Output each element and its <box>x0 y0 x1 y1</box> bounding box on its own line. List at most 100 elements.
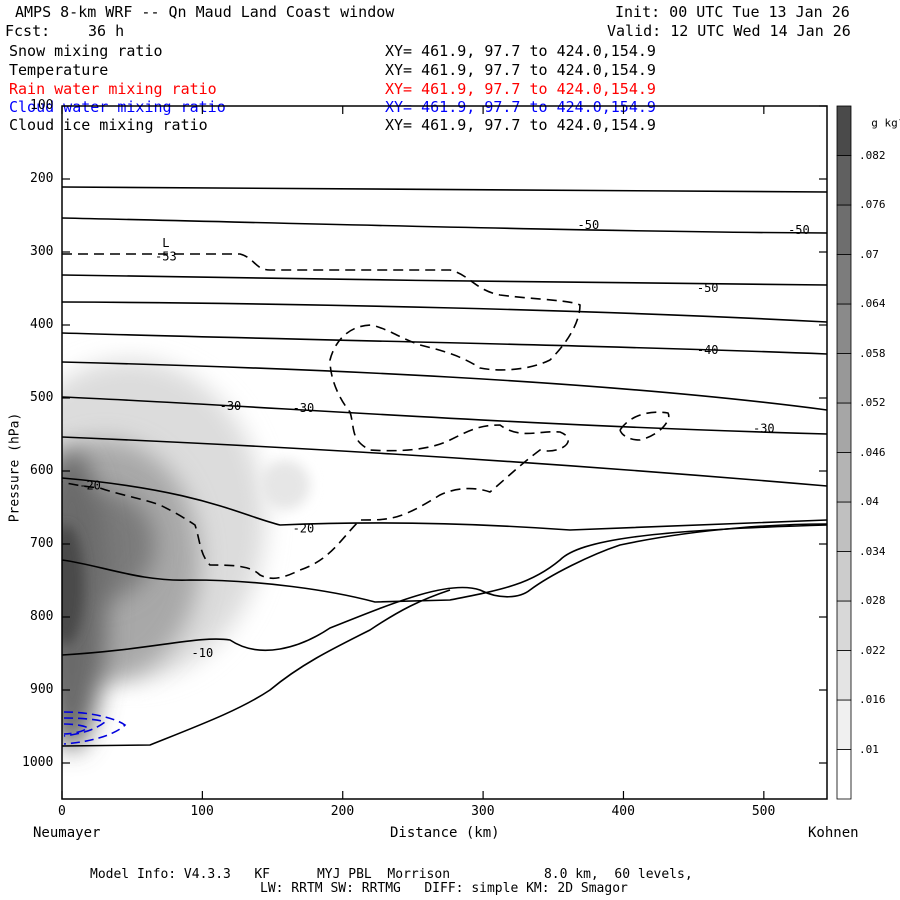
x-tick-label: 400 <box>611 804 635 819</box>
contour-label: -20 <box>79 479 101 493</box>
water-contour-1 <box>63 711 127 745</box>
colorbar-segment <box>836 353 852 404</box>
field-name-cloud-water: Cloud water mixing ratio <box>9 98 226 116</box>
contour-label: -30 <box>293 401 315 415</box>
colorbar-unit-exponent: -1 <box>898 115 900 124</box>
field-range-cloud-ice: XY= 461.9, 97.7 to 424.0,154.9 <box>385 116 656 134</box>
field-name-snow: Snow mixing ratio <box>9 42 163 60</box>
colorbar-tick-label: .01 <box>859 742 879 756</box>
colorbar-segment <box>836 699 852 750</box>
field-name-cloud-ice: Cloud ice mixing ratio <box>9 116 208 134</box>
field-name-rain: Rain water mixing ratio <box>9 80 217 98</box>
contour-label: -20 <box>293 522 315 536</box>
contour-label: -30 <box>753 422 775 436</box>
x-axis-title: Distance (km) <box>390 825 500 841</box>
colorbar-segment <box>836 600 852 651</box>
x-tick-label: 500 <box>751 804 776 819</box>
colorbar-segment <box>836 402 852 453</box>
y-tick-label: 500 <box>30 390 54 405</box>
y-tick-label: 300 <box>30 244 54 259</box>
colorbar-segment <box>836 501 852 552</box>
contour-labels: -50 -50 -50 -40 -30 -30 -30 -20 -20 -10 L-53 <box>79 218 810 660</box>
colorbar-tick-label: .046 <box>859 445 886 459</box>
contour-label: -30 <box>220 399 242 413</box>
field-range-temperature: XY= 461.9, 97.7 to 424.0,154.9 <box>385 61 656 79</box>
temp-line-9 <box>62 477 827 531</box>
colorbar-tick-label: .082 <box>859 148 886 162</box>
field-name-temperature: Temperature <box>9 61 109 79</box>
colorbar-segment <box>836 749 852 800</box>
x-right-station-label: Kohnen <box>808 825 859 841</box>
colorbar-tick-label: .034 <box>859 544 886 558</box>
colorbar-segment <box>836 204 852 255</box>
colorbar-tick-label: .022 <box>859 643 886 657</box>
colorbar-segment <box>836 303 852 354</box>
x-tick-label: 0 <box>58 804 66 819</box>
colorbar-tick-label: .076 <box>859 198 886 211</box>
colorbar-segment <box>836 105 852 156</box>
colorbar <box>836 105 852 800</box>
forecast-value: 36 h <box>88 22 125 40</box>
field-range-rain: XY= 461.9, 97.7 to 424.0,154.9 <box>385 80 656 98</box>
contour-label: -50 <box>788 223 810 237</box>
colorbar-unit-text: g kg <box>871 116 898 130</box>
colorbar-segment <box>836 452 852 503</box>
colorbar-tick-label: .058 <box>859 346 886 360</box>
colorbar-tick-label: .04 <box>859 495 879 508</box>
temp-line-12 <box>62 589 451 747</box>
colorbar-segment <box>836 650 852 701</box>
temp-line-10 <box>62 524 827 603</box>
x-tick-label: 100 <box>190 804 214 819</box>
plot-frame <box>61 105 828 800</box>
temp-line-8 <box>62 436 827 487</box>
forecast-label: Fcst: <box>5 22 51 40</box>
colorbar-segment <box>836 155 852 206</box>
temp-line-1 <box>62 186 827 193</box>
cloud-water-contours <box>63 711 127 745</box>
init-time: Init: 00 UTC Tue 13 Jan 26 <box>615 3 850 21</box>
temp-line-11 <box>62 523 827 656</box>
contour-label: -40 <box>697 343 719 357</box>
colorbar-tick-label: .028 <box>859 594 886 607</box>
valid-time: Valid: 12 UTC Wed 14 Jan 26 <box>607 22 851 40</box>
x-tick-label: 200 <box>330 804 355 819</box>
y-tick-label: 700 <box>30 536 54 551</box>
colorbar-tick-label: .052 <box>859 396 886 409</box>
ice-contour-upper <box>62 253 581 580</box>
y-tick-label: 800 <box>30 609 54 624</box>
colorbar-tick-label: .07 <box>859 247 879 261</box>
cloud-ice-contours <box>62 253 670 580</box>
y-tick-label: 600 <box>30 463 54 478</box>
contour-label: -50 <box>697 281 719 295</box>
ice-contour-right <box>619 411 670 441</box>
temp-line-5 <box>62 332 827 355</box>
y-tick-label: 100 <box>30 98 54 113</box>
colorbar-segment <box>836 551 852 602</box>
contour-label: -50 <box>578 218 600 232</box>
model-info-line2: LW: RRTM SW: RRTMG DIFF: simple KM: 2D S… <box>260 881 628 896</box>
colorbar-tick-label: .064 <box>859 297 886 310</box>
water-contour-2 <box>63 717 107 737</box>
axis-ticks <box>61 105 827 799</box>
chart-title: AMPS 8-km WRF -- Qn Maud Land Coast wind… <box>15 3 395 21</box>
y-tick-label: 1000 <box>22 755 54 770</box>
colorbar-unit: g kg-1 <box>858 102 900 130</box>
x-left-station-label: Neumayer <box>33 825 101 841</box>
temp-line-6 <box>62 361 827 411</box>
y-axis-title: Pressure (hPa) <box>7 412 23 523</box>
colorbar-tick-label: .016 <box>859 693 886 706</box>
colorbar-segment <box>836 254 852 305</box>
contour-label: -10 <box>192 646 214 660</box>
water-contour-3 <box>63 723 90 735</box>
temp-line-7 <box>62 396 827 435</box>
y-tick-label: 200 <box>30 171 54 186</box>
temp-line-3 <box>62 274 827 286</box>
y-tick-label: 400 <box>30 317 54 332</box>
field-range-snow: XY= 461.9, 97.7 to 424.0,154.9 <box>385 42 656 60</box>
field-range-cloud-water: XY= 461.9, 97.7 to 424.0,154.9 <box>385 98 656 116</box>
temp-line-2 <box>62 217 827 234</box>
y-tick-label: 900 <box>30 682 54 697</box>
model-info-line1: Model Info: V4.3.3 KF MYJ PBL Morrison 8… <box>90 867 693 882</box>
temperature-contours <box>62 186 827 747</box>
